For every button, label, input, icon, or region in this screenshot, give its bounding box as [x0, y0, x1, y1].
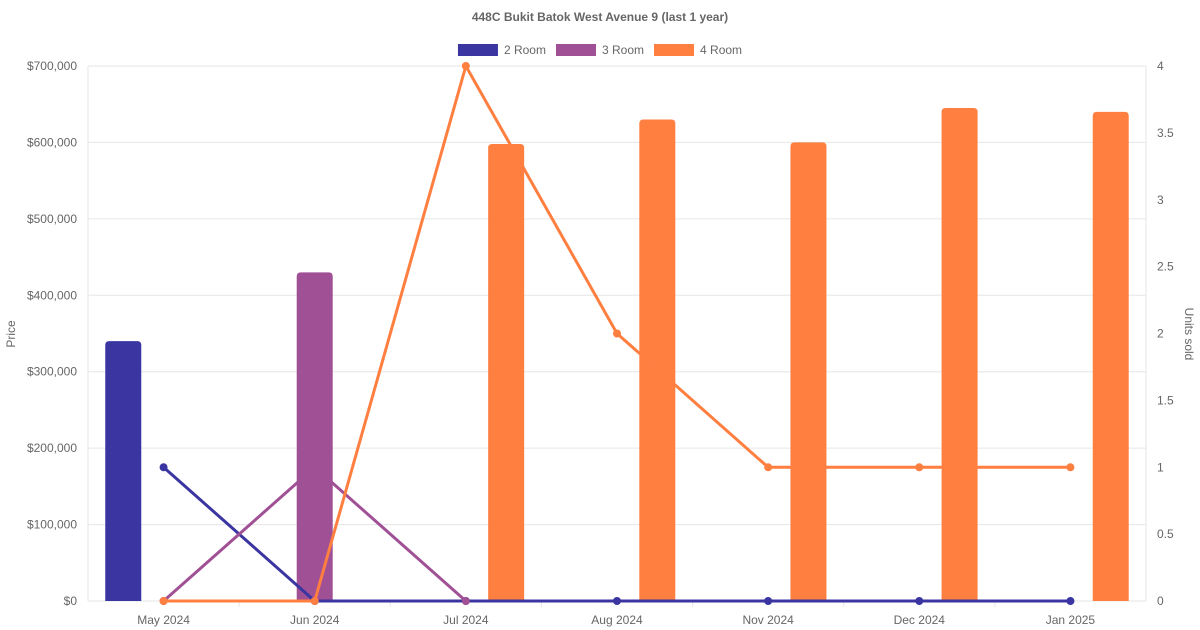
x-tick-label: Dec 2024	[894, 613, 946, 627]
point-2-room-jan-2025	[1066, 597, 1075, 605]
legend-swatch	[654, 44, 695, 56]
point-3-room-jun-2024	[310, 463, 319, 472]
right-tick-label: 1	[1157, 460, 1164, 474]
left-tick-label: $100,000	[27, 518, 77, 532]
left-tick-label: $0	[64, 594, 78, 608]
point-3-room-jul-2024	[461, 597, 470, 605]
x-tick-label: May 2024	[137, 613, 190, 627]
x-axis-ticks: May 2024 Jun 2024 Jul 2024 Aug 2024 Nov 2024…	[137, 613, 1095, 627]
right-axis-ticks: 0 0.5 1 1.5 2 2.5 3 3.5 4	[1157, 59, 1174, 608]
legend-item-2-room[interactable]: 2 Room	[457, 43, 546, 57]
bar-4-room-aug-2024	[639, 119, 676, 601]
left-tick-label: $600,000	[27, 135, 77, 149]
grid-lines	[87, 65, 1147, 607]
right-tick-label: 3	[1157, 193, 1164, 207]
legend-swatch	[555, 44, 596, 56]
legend-label: 2 Room	[504, 43, 546, 57]
legend: 2 Room 3 Room 4 Room	[457, 43, 742, 57]
bar-2-room-may-2024	[105, 341, 142, 601]
bar-4-room-dec-2024	[941, 108, 978, 602]
right-axis-title: Units sold	[1182, 308, 1196, 361]
legend-label: 4 Room	[700, 43, 742, 57]
right-tick-label: 0.5	[1157, 527, 1174, 541]
point-4-room-nov-2024	[764, 463, 773, 472]
point-4-room-jul-2024	[461, 62, 470, 70]
left-tick-label: $300,000	[27, 365, 77, 379]
bar-4-room-jan-2025	[1092, 111, 1129, 601]
bar-4-room-nov-2024	[790, 142, 827, 601]
right-tick-label: 0	[1157, 594, 1164, 608]
point-4-room-may-2024	[159, 597, 168, 605]
x-tick-label: Aug 2024	[591, 613, 643, 627]
point-4-room-jan-2025	[1066, 463, 1075, 472]
right-tick-label: 1.5	[1157, 393, 1174, 407]
legend-item-4-room[interactable]: 4 Room	[654, 43, 742, 57]
x-tick-label: Nov 2024	[742, 613, 794, 627]
point-2-room-nov-2024	[764, 597, 773, 605]
point-2-room-may-2024	[159, 463, 168, 472]
left-tick-label: $400,000	[27, 288, 77, 302]
left-axis-ticks: $0 $100,000 $200,000 $300,000 $400,000 $500,0…	[27, 59, 77, 608]
right-tick-label: 2	[1157, 327, 1164, 341]
legend-swatch	[457, 44, 498, 56]
legend-label: 3 Room	[602, 43, 644, 57]
point-2-room-dec-2024	[915, 597, 924, 605]
chart-title: 448C Bukit Batok West Avenue 9 (last 1 y…	[472, 10, 728, 24]
bar-4-room-jul-2024	[488, 143, 525, 601]
bar-3-room-jun-2024	[296, 272, 333, 601]
unit-lines	[159, 62, 1075, 605]
left-tick-label: $700,000	[27, 59, 77, 73]
bars	[105, 108, 1129, 602]
x-tick-label: Jun 2024	[290, 613, 340, 627]
point-4-room-aug-2024	[613, 329, 621, 338]
x-tick-label: Jul 2024	[443, 613, 489, 627]
x-tick-label: Jan 2025	[1046, 613, 1096, 627]
point-4-room-dec-2024	[915, 463, 924, 472]
point-2-room-aug-2024	[613, 597, 621, 605]
right-tick-label: 3.5	[1157, 126, 1174, 140]
point-4-room-jun-2024	[310, 597, 319, 605]
left-axis-title: Price	[4, 320, 18, 348]
legend-item-3-room[interactable]: 3 Room	[555, 43, 644, 57]
right-tick-label: 4	[1157, 59, 1164, 73]
right-tick-label: 2.5	[1157, 260, 1174, 274]
left-tick-label: $200,000	[27, 441, 77, 455]
left-tick-label: $500,000	[27, 212, 77, 226]
